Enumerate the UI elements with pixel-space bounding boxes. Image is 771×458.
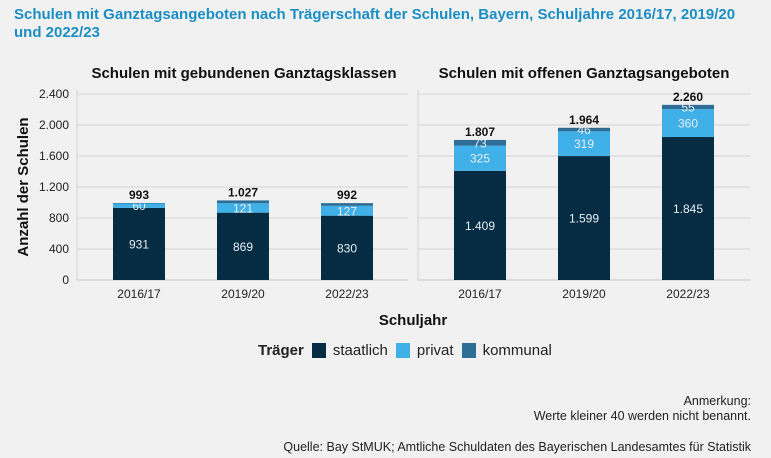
- y-axis-title: Anzahl der Schulen: [15, 117, 32, 256]
- y-tick-label: 2.400: [39, 87, 69, 101]
- bar-segment-staatlich: [454, 170, 506, 280]
- bar-value-label-privat: 325: [470, 152, 490, 166]
- legend-item-privat: privat: [395, 342, 454, 359]
- bar-segment-privat: [558, 131, 610, 157]
- x-axis-title: Schuljahr: [379, 312, 448, 329]
- bar-total-label: 1.807: [465, 125, 495, 139]
- bar-segment-staatlich: [558, 156, 610, 280]
- panel-title: Schulen mit offenen Ganztagsangeboten: [439, 65, 730, 82]
- y-tick-label: 800: [49, 211, 69, 225]
- bar-segment-privat: [454, 145, 506, 171]
- chart-area: Anzahl der Schulen 0 400 800 1.200 1.600 2.000…: [15, 65, 750, 329]
- chart-title: Schulen mit Ganztagsangeboten nach Träge…: [14, 6, 736, 41]
- bar-value-label-staatlich: 1.599: [569, 212, 599, 226]
- bar-value-label-staatlich: 1.409: [465, 219, 495, 233]
- x-tick-label: 2016/17: [458, 287, 502, 301]
- bar-segment-staatlich: [113, 207, 165, 280]
- x-tick-label: 2019/20: [562, 287, 606, 301]
- legend-label-staatlich: staatlich: [332, 342, 388, 359]
- y-tick-label: 2.000: [39, 118, 69, 132]
- legend-label-privat: privat: [416, 342, 454, 359]
- bar-value-label-privat: 121: [233, 201, 253, 215]
- bar-segment-privat: [217, 203, 269, 213]
- bar-value-label-privat: 360: [678, 117, 698, 131]
- bar-value-label-privat: 319: [574, 137, 594, 151]
- annotation-note: Anmerkung: Werte kleiner 40 werden nicht…: [534, 394, 751, 424]
- x-tick-label: 2019/20: [221, 287, 265, 301]
- bar-segment-privat: [662, 109, 714, 138]
- bar-total-label: 2.260: [673, 90, 703, 104]
- bar-segment-kommunal: [321, 203, 373, 206]
- bar-segment-staatlich: [321, 215, 373, 280]
- bar-segment-kommunal: [454, 139, 506, 146]
- legend-item-staatlich: staatlich: [311, 342, 388, 359]
- bar-total-label: 992: [337, 188, 357, 202]
- y-tick-label: 1.600: [39, 149, 69, 163]
- bar-value-label-staatlich: 830: [337, 241, 357, 255]
- bar-value-label-privat: 127: [337, 204, 357, 218]
- x-tick-label: 2022/23: [666, 287, 710, 301]
- bar-value-label-kommunal: 73: [473, 136, 487, 150]
- legend-item-kommunal: kommunal: [461, 342, 552, 359]
- bar-segment-kommunal: [558, 127, 610, 132]
- bar-segment-privat: [321, 205, 373, 216]
- bar-total-label: 993: [129, 188, 149, 202]
- bar-value-label-staatlich: 931: [129, 237, 149, 251]
- x-tick-label: 2022/23: [325, 287, 369, 301]
- bar-value-label-staatlich: 869: [233, 240, 253, 254]
- bar-segment-staatlich: [662, 137, 714, 280]
- legend-swatch-kommunal: [461, 343, 476, 358]
- legend-label-kommunal: kommunal: [482, 342, 552, 359]
- source-text: Quelle: Bay StMUK; Amtliche Schuldaten d…: [283, 440, 751, 454]
- panel-title: Schulen mit gebundenen Ganztagsklassen: [91, 65, 396, 82]
- legend-title: Träger: [258, 342, 304, 359]
- y-tick-label: 400: [49, 242, 69, 256]
- note-heading: Anmerkung:: [683, 394, 751, 408]
- legend-swatch-privat: [395, 343, 410, 358]
- legend-swatch-staatlich: [311, 343, 326, 358]
- y-tick-label: 0: [62, 273, 69, 287]
- bar-segment-kommunal: [217, 200, 269, 204]
- bar-value-label-kommunal: 55: [681, 100, 695, 114]
- x-tick-label: 2016/17: [117, 287, 161, 301]
- note-text: Werte kleiner 40 werden nicht benannt.: [533, 409, 751, 423]
- y-tick-label: 1.200: [39, 180, 69, 194]
- bar-value-label-privat: 60: [132, 199, 146, 213]
- legend: Träger staatlich privat kommunal: [258, 342, 560, 359]
- bar-total-label: 1.027: [228, 185, 258, 199]
- bar-value-label-staatlich: 1.845: [673, 202, 703, 216]
- bar-total-label: 1.964: [569, 113, 599, 127]
- bar-segment-staatlich: [217, 212, 269, 280]
- bar-segment-kommunal: [113, 203, 165, 204]
- bar-segment-kommunal: [662, 104, 714, 110]
- bar-segment-privat: [113, 203, 165, 208]
- bar-value-label-kommunal: 46: [577, 123, 591, 137]
